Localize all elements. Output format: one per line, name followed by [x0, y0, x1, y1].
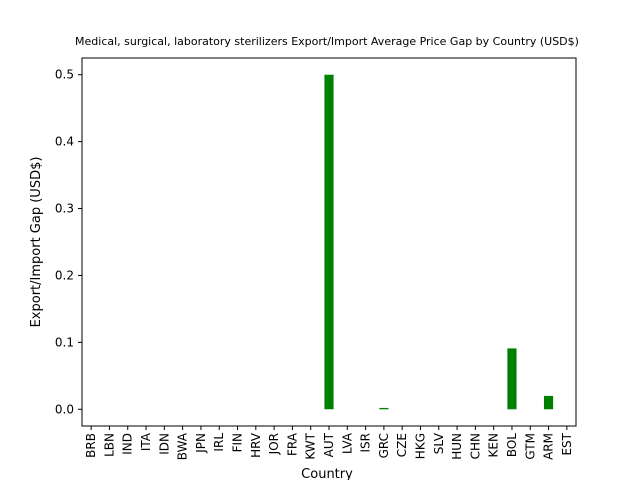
y-axis-label: Export/Import Gap (USD$): [29, 157, 44, 328]
x-tick-label: ARM: [542, 433, 556, 460]
x-tick-label: BWA: [176, 432, 190, 460]
x-tick-label: IND: [121, 433, 135, 455]
y-tick-label: 0.5: [55, 68, 74, 82]
y-tick-label: 0.0: [55, 402, 74, 416]
bar: [507, 348, 517, 410]
x-tick-label: LBN: [102, 433, 116, 457]
y-tick-label: 0.1: [55, 335, 74, 349]
x-tick-label: HUN: [450, 433, 464, 460]
x-tick-label: HRV: [249, 432, 263, 458]
x-tick-label: BRB: [84, 433, 98, 458]
x-tick-label: HKG: [413, 433, 427, 459]
x-tick-label: SLV: [432, 432, 446, 454]
y-tick-label: 0.4: [55, 135, 74, 149]
x-tick-label: ITA: [139, 432, 153, 451]
x-tick-label: IDN: [157, 433, 171, 455]
y-tick-label: 0.2: [55, 268, 74, 282]
x-tick-label: JOR: [267, 433, 281, 455]
x-tick-label: CZE: [395, 433, 409, 457]
x-tick-label: KEN: [487, 433, 501, 457]
x-tick-label: EST: [560, 432, 574, 455]
x-tick-label: GTM: [523, 433, 537, 460]
bar: [324, 74, 334, 410]
x-tick-label: KWT: [304, 432, 318, 459]
x-tick-label: LVA: [340, 432, 354, 454]
x-axis-label: Country: [301, 467, 353, 480]
chart-title: Medical, surgical, laboratory sterilizer…: [75, 35, 579, 48]
y-tick-label: 0.3: [55, 202, 74, 216]
bar: [379, 407, 389, 410]
x-tick-label: FIN: [231, 433, 245, 452]
x-tick-label: FRA: [285, 432, 299, 456]
x-tick-label: BOL: [505, 433, 519, 457]
plot-frame: [81, 57, 577, 427]
x-tick-label: CHN: [468, 433, 482, 459]
x-tick-label: GRC: [377, 433, 391, 458]
x-tick-label: JPN: [194, 433, 208, 454]
bar: [543, 395, 554, 410]
x-tick-label: IRL: [212, 433, 226, 452]
x-tick-label: ISR: [359, 433, 373, 453]
x-tick-label: AUT: [322, 432, 336, 457]
